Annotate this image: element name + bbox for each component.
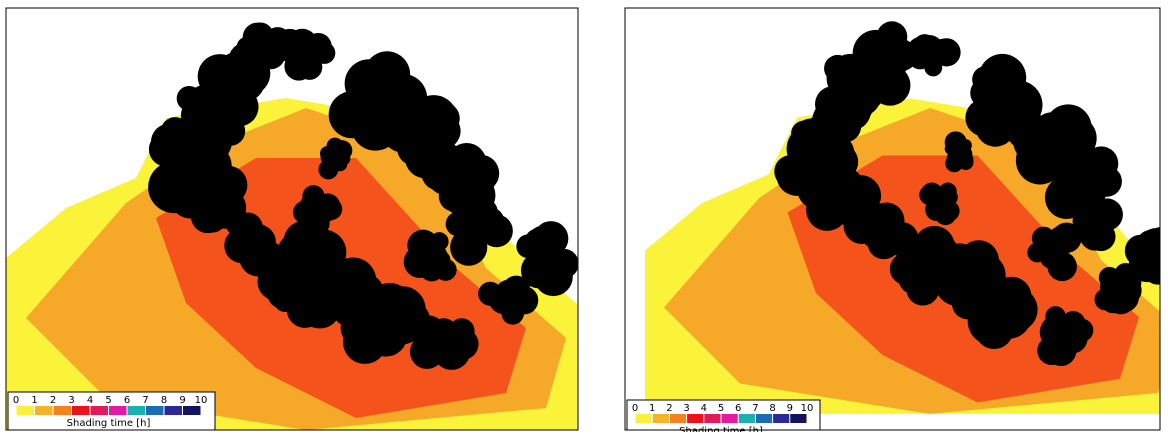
tree-canopy bbox=[944, 142, 958, 155]
legend-swatch bbox=[687, 414, 704, 423]
tree-canopy bbox=[245, 227, 267, 249]
panel-border bbox=[5, 7, 579, 431]
legend-tick-label: 1 bbox=[649, 403, 655, 414]
tree-canopy bbox=[389, 105, 433, 149]
legend: 0 1 2 3 4 5 6 7 8 9 10 Shading time [h] bbox=[7, 391, 216, 431]
legend-swatch bbox=[635, 414, 652, 423]
tree-canopy bbox=[1106, 285, 1136, 315]
legend-swatch bbox=[146, 406, 164, 415]
legend-swatch bbox=[738, 414, 755, 423]
tree-canopy bbox=[822, 180, 850, 208]
legend-swatch bbox=[127, 406, 145, 415]
legend-tick-label: 5 bbox=[105, 395, 111, 406]
legend-swatch bbox=[35, 406, 53, 415]
legend-tick-label: 6 bbox=[735, 403, 741, 414]
tree-canopy bbox=[1082, 212, 1107, 237]
legend-swatch bbox=[53, 406, 71, 415]
panel-border bbox=[624, 7, 1161, 431]
tree-canopy bbox=[938, 182, 957, 201]
legend-swatch bbox=[755, 414, 773, 423]
legend-tick-label: 7 bbox=[752, 403, 758, 414]
tree-canopy bbox=[793, 118, 829, 153]
tree-canopy bbox=[974, 72, 1022, 120]
legend-tick-label: 3 bbox=[683, 403, 689, 414]
tree-canopy bbox=[1161, 236, 1168, 259]
legend-swatch bbox=[183, 406, 201, 415]
legend-swatch bbox=[704, 414, 721, 423]
tree-canopy bbox=[320, 146, 335, 161]
legend-tick-label: 7 bbox=[142, 395, 148, 406]
legend-title: Shading time [h] bbox=[67, 418, 151, 429]
panel bbox=[645, 21, 1168, 414]
legend-tick-label: 6 bbox=[124, 395, 130, 406]
legend-swatch bbox=[773, 414, 790, 423]
legend-swatch bbox=[790, 414, 807, 423]
tree-canopy bbox=[340, 308, 379, 347]
tree-canopy bbox=[938, 200, 960, 222]
tree-canopy bbox=[1149, 227, 1160, 249]
tree-canopy bbox=[898, 263, 930, 295]
tree-canopy bbox=[925, 38, 947, 61]
tree-canopy bbox=[434, 258, 457, 281]
tree-canopy bbox=[924, 58, 943, 77]
tree-canopy bbox=[422, 243, 445, 265]
tree-canopy bbox=[472, 206, 505, 239]
legend-tick-label: 4 bbox=[701, 403, 707, 414]
legend-swatch bbox=[109, 406, 127, 415]
tree-canopy bbox=[1044, 317, 1082, 355]
legend-tick-label: 1 bbox=[31, 395, 37, 406]
legend-tick-label: 2 bbox=[666, 403, 672, 414]
tree-canopy bbox=[421, 155, 457, 191]
tree-canopy bbox=[1040, 244, 1066, 270]
legend-tick-label: 2 bbox=[50, 395, 56, 406]
legend-swatch bbox=[652, 414, 669, 423]
legend-tick-label: 0 bbox=[13, 395, 19, 406]
tree-canopy bbox=[242, 22, 273, 53]
legend-swatch bbox=[16, 406, 34, 415]
legend-tick-label: 9 bbox=[179, 395, 185, 406]
legend-tick-label: 9 bbox=[787, 403, 793, 414]
tree-canopy bbox=[882, 37, 906, 61]
tree-canopy bbox=[970, 297, 1000, 327]
tree-canopy bbox=[167, 128, 201, 162]
tree-canopy bbox=[320, 198, 343, 221]
legend-swatch bbox=[90, 406, 108, 415]
tree-canopy bbox=[369, 307, 401, 339]
legend-tick-label: 10 bbox=[195, 395, 208, 406]
tree-canopy bbox=[492, 283, 514, 305]
legend-swatch bbox=[72, 406, 90, 415]
legend-tick-label: 4 bbox=[87, 395, 93, 406]
legend-swatch bbox=[721, 414, 738, 423]
tree-canopy bbox=[1059, 162, 1093, 195]
tree-canopy bbox=[465, 156, 497, 188]
tree-canopy bbox=[167, 164, 212, 208]
tree-canopy bbox=[435, 337, 459, 361]
legend-tick-label: 8 bbox=[769, 403, 775, 414]
tree-canopy bbox=[1144, 258, 1160, 285]
legend-tick-label: 3 bbox=[68, 395, 74, 406]
tree-canopy bbox=[425, 113, 461, 149]
legend-tick-label: 10 bbox=[801, 403, 814, 414]
tree-canopy bbox=[1086, 194, 1107, 216]
tree-canopy bbox=[536, 241, 568, 273]
tree-canopy bbox=[280, 284, 305, 310]
legend-tick-label: 8 bbox=[161, 395, 167, 406]
tree-canopy bbox=[991, 276, 1032, 317]
legend-swatch bbox=[164, 406, 182, 415]
legend-tick-label: 5 bbox=[718, 403, 724, 414]
legend-title: Shading time [h] bbox=[679, 426, 763, 432]
legend: 0 1 2 3 4 5 6 7 8 9 10 Shading time [h] bbox=[626, 399, 821, 436]
tree-canopy bbox=[958, 154, 974, 171]
legend-tick-label: 0 bbox=[632, 403, 638, 414]
panel bbox=[6, 22, 578, 430]
tree-canopy bbox=[861, 218, 888, 246]
legend-swatch bbox=[669, 414, 687, 423]
